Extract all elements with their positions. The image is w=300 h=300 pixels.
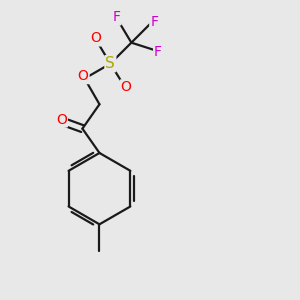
Text: F: F <box>112 11 121 24</box>
Text: O: O <box>90 32 101 45</box>
Text: O: O <box>78 69 88 83</box>
Text: F: F <box>150 15 158 28</box>
Text: O: O <box>121 80 131 94</box>
Text: F: F <box>154 45 162 58</box>
Text: S: S <box>106 56 115 71</box>
Text: O: O <box>56 112 67 127</box>
